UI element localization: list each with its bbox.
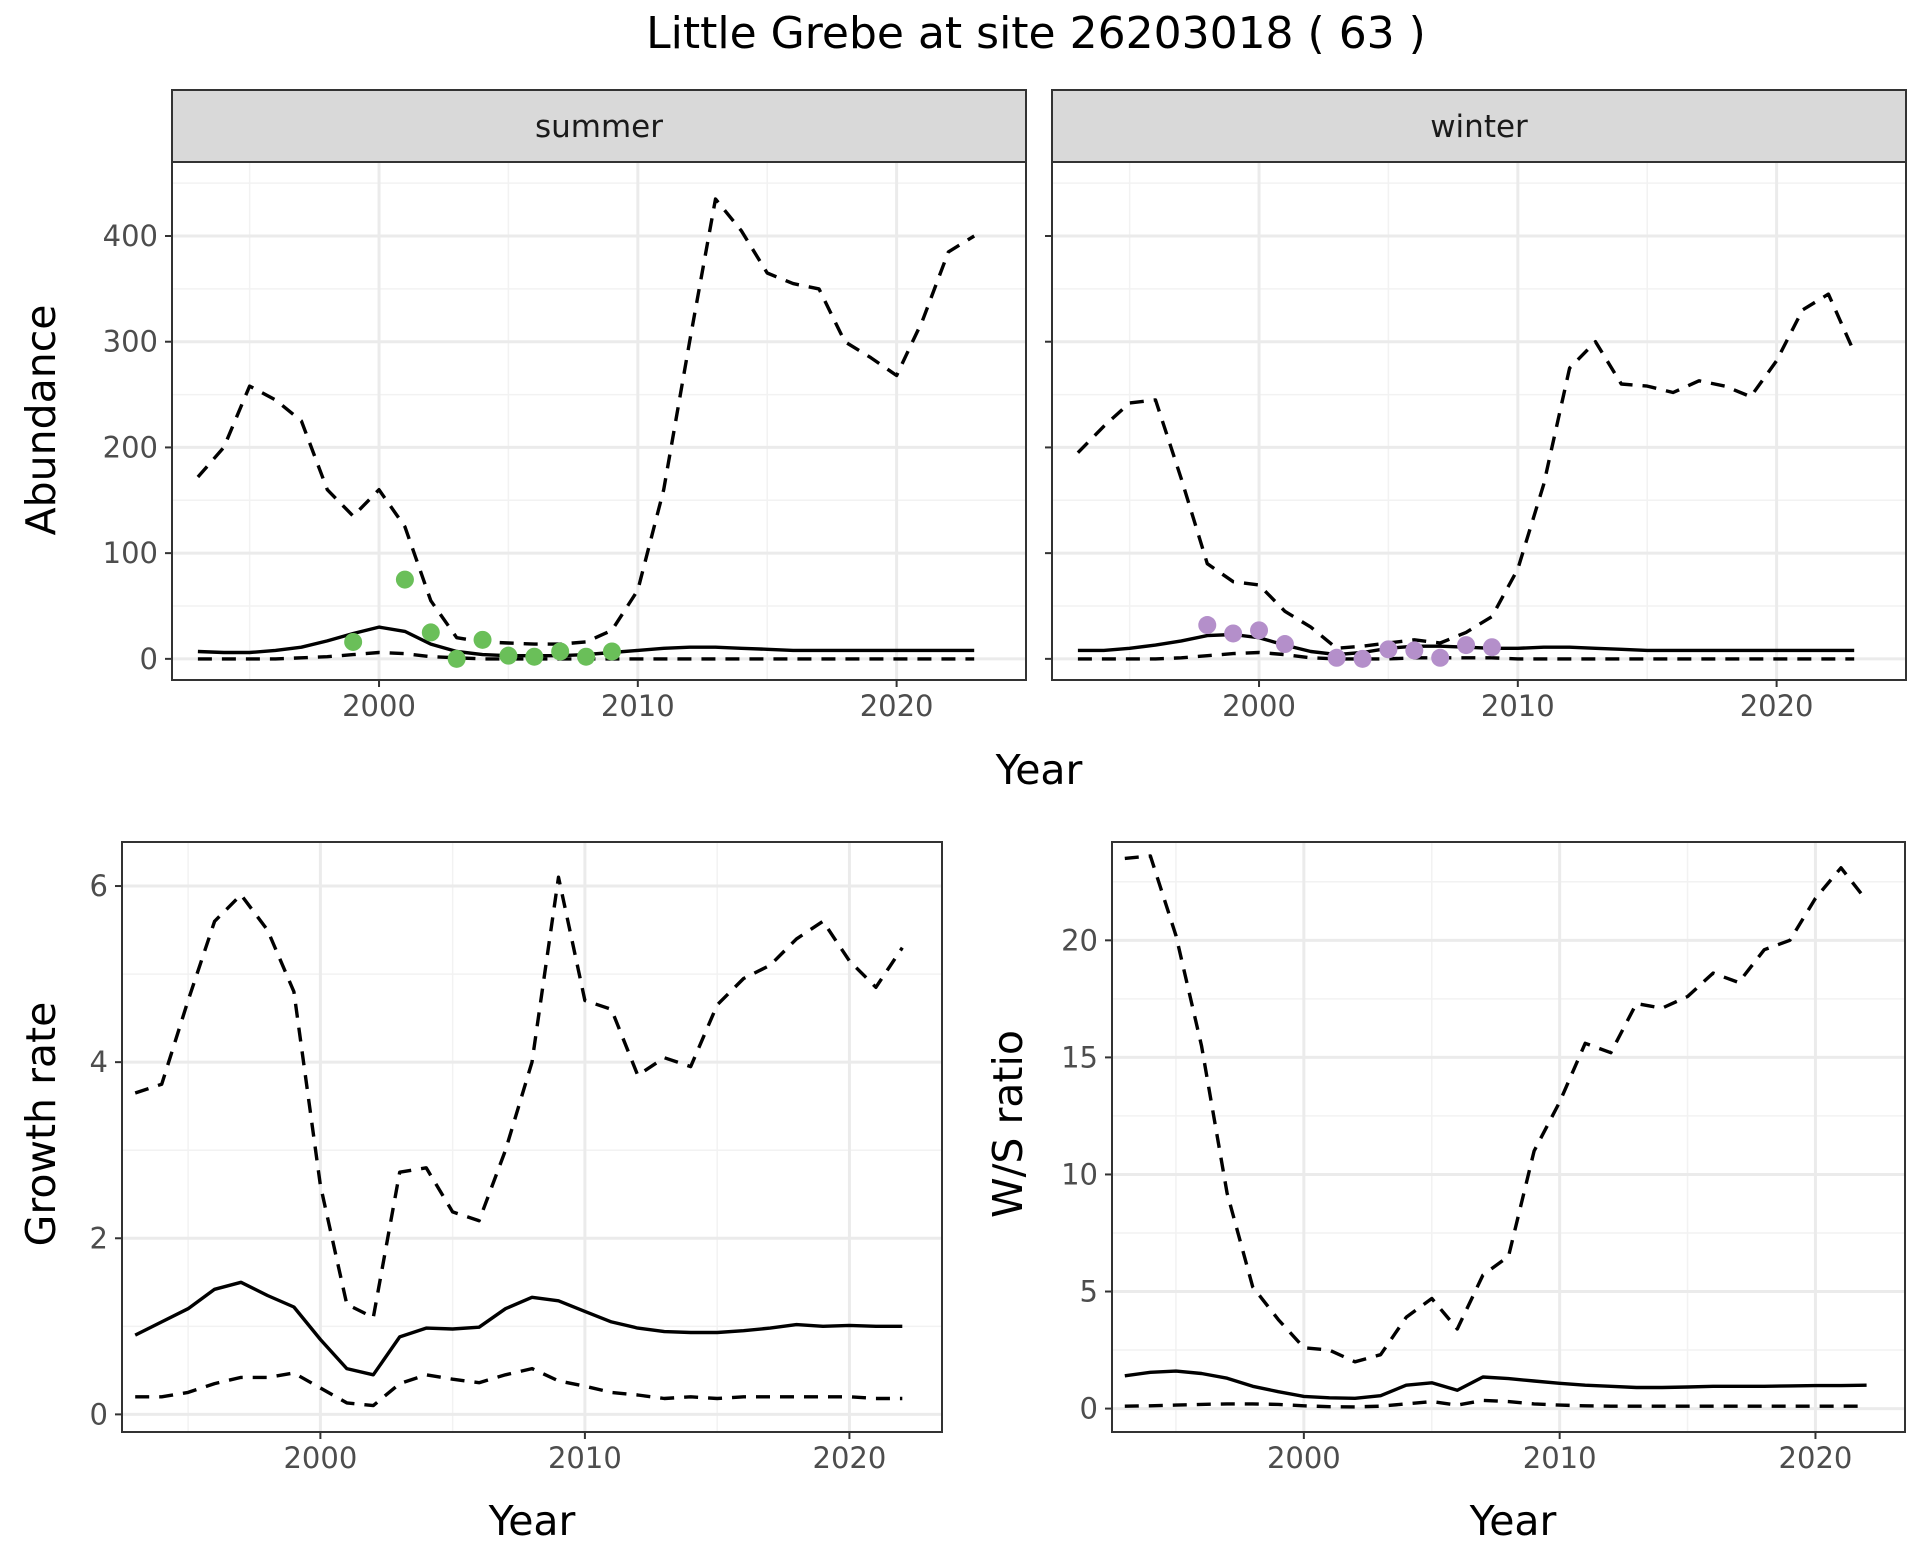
abundance-summer-panel: 2000 2010 2020 0 100 200 300 400 [103, 161, 1027, 723]
observed-count-point [577, 647, 596, 666]
y-tick-label: 5 [1080, 1275, 1098, 1309]
y-tick-label: 4 [90, 1045, 108, 1079]
panel-border [1051, 161, 1907, 681]
y-tick-label: 400 [103, 219, 158, 253]
x-tick-label: 2010 [1523, 1441, 1597, 1475]
y-tick-label: 20 [1061, 923, 1098, 957]
abundance-y-axis-title: Abundance [17, 305, 65, 536]
observed-count-point [1198, 616, 1217, 635]
y-tick-label: 300 [103, 325, 158, 359]
y-tick-label: 100 [103, 536, 158, 570]
x-tick-label: 2010 [548, 1441, 622, 1475]
y-tick-label: 200 [103, 430, 158, 464]
observed-count-point [473, 630, 492, 649]
x-tick-label: 2010 [601, 689, 675, 723]
upper-bound-line [1124, 854, 1868, 1364]
observed-count-point [1353, 649, 1372, 668]
lower-bound-line [135, 1366, 903, 1408]
observed-count-point [447, 649, 466, 668]
ws-y-axis-title: W/S ratio [984, 1030, 1032, 1218]
growth-x-axis-title: Year [488, 1497, 576, 1545]
panel-border [171, 161, 1027, 681]
observed-count-point [1250, 621, 1269, 640]
panel-border [121, 841, 943, 1433]
abundance-x-axis-title: Year [995, 746, 1083, 794]
x-tick-label: 2020 [860, 689, 934, 723]
strip-box-summer [171, 89, 1027, 163]
y-tick-label: 10 [1061, 1157, 1098, 1191]
median-line [134, 1280, 903, 1377]
x-tick-label: 2000 [1267, 1441, 1341, 1475]
median-line [1124, 1369, 1867, 1400]
observed-count-point [525, 647, 544, 666]
chart-title: Little Grebe at site 26203018 ( 63 ) [646, 8, 1426, 59]
x-tick-label: 2000 [342, 689, 416, 723]
abundance-winter-panel: 2000 2010 2020 [1045, 161, 1907, 723]
lower-bound-line [1077, 650, 1855, 661]
x-tick-label: 2020 [1740, 689, 1814, 723]
growth-rate-panel: 2000 2010 2020 0 2 4 6 [90, 841, 943, 1475]
y-tick-label: 0 [1080, 1392, 1098, 1426]
ws-ratio-panel: 2000 2010 2020 0 5 10 15 20 [1061, 841, 1906, 1475]
observed-count-point [395, 570, 414, 589]
upper-bound-line [1076, 292, 1856, 650]
observed-count-point [1224, 624, 1243, 643]
strip-label-winter: winter [1430, 109, 1528, 145]
y-tick-label: 6 [90, 869, 108, 903]
observed-count-point [1379, 640, 1398, 659]
upper-bound-line [196, 197, 976, 646]
strip-box-winter [1051, 89, 1907, 163]
y-tick-label: 0 [90, 1397, 108, 1431]
observed-count-point [1327, 648, 1346, 667]
facet-strip-summer: summer [171, 89, 1027, 163]
observed-count-point [499, 646, 518, 665]
x-tick-label: 2010 [1481, 689, 1555, 723]
observed-count-point [1405, 641, 1424, 660]
x-tick-label: 2000 [283, 1441, 357, 1475]
ws-x-axis-title: Year [1469, 1497, 1557, 1545]
upper-bound-line [134, 875, 904, 1320]
y-tick-label: 15 [1061, 1040, 1098, 1074]
growth-y-axis-title: Growth rate [17, 1002, 65, 1247]
observed-count-point [602, 642, 621, 661]
observed-count-point [1275, 635, 1294, 654]
observed-count-point [1482, 638, 1501, 657]
y-tick-label: 0 [140, 642, 158, 676]
observed-count-point [551, 642, 570, 661]
lower-bound-line [1124, 1398, 1867, 1409]
facet-strip-winter: winter [1051, 89, 1907, 163]
x-tick-label: 2020 [1779, 1441, 1853, 1475]
observed-count-point [1457, 636, 1476, 655]
x-tick-label: 2020 [813, 1441, 887, 1475]
panel-border [1111, 841, 1906, 1433]
observed-count-point [421, 623, 440, 642]
observed-count-point [1431, 648, 1450, 667]
x-tick-label: 2000 [1222, 689, 1296, 723]
strip-label-summer: summer [535, 109, 663, 145]
observed-count-point [344, 632, 363, 651]
y-tick-label: 2 [90, 1221, 108, 1255]
